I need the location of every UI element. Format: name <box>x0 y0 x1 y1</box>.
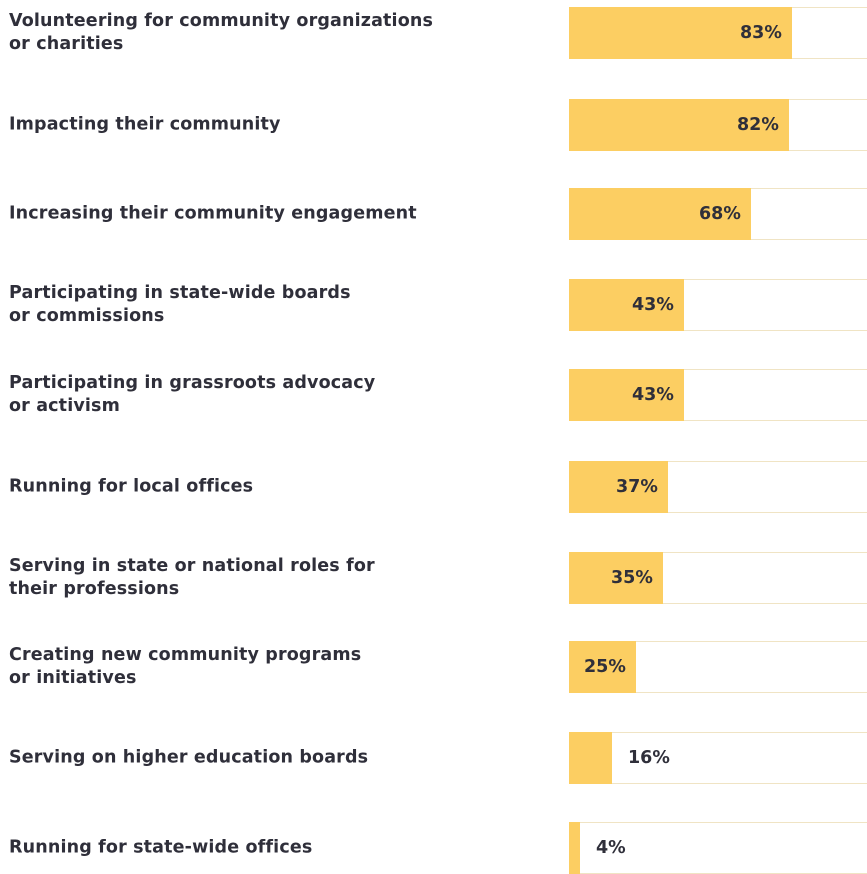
value-label: 16% <box>628 748 670 768</box>
bar <box>569 279 684 331</box>
category-label: Serving on higher education boards <box>9 747 369 768</box>
bar-row: Impacting their community 82% <box>0 99 867 151</box>
bar <box>569 822 580 874</box>
category-label: Serving in state or national roles for th… <box>9 556 375 599</box>
category-label: Creating new community programs or initia… <box>9 645 362 688</box>
value-label: 37% <box>616 477 658 497</box>
bar <box>569 99 789 151</box>
bar <box>569 552 663 604</box>
bar-row: Creating new community programs or initia… <box>0 641 867 693</box>
bar <box>569 7 792 59</box>
bar-row: Serving in state or national roles for th… <box>0 552 867 604</box>
bar-row: Participating in state-wide boards or com… <box>0 279 867 331</box>
bar <box>569 641 636 693</box>
bar-row: Running for local offices 37% <box>0 461 867 513</box>
value-label: 83% <box>740 23 782 43</box>
category-label: Volunteering for community organizations… <box>9 11 434 54</box>
bar-row: Participating in grassroots advocacy or a… <box>0 369 867 421</box>
bar <box>569 369 684 421</box>
bar-row: Serving on higher education boards 16% <box>0 732 867 784</box>
value-label: 25% <box>584 657 626 677</box>
category-label: Increasing their community engagement <box>9 203 417 224</box>
value-label: 35% <box>611 568 653 588</box>
category-label: Running for state-wide offices <box>9 837 313 858</box>
category-label: Running for local offices <box>9 476 254 497</box>
bar <box>569 732 612 784</box>
value-label: 43% <box>632 385 674 405</box>
category-label: Participating in state-wide boards or com… <box>9 283 351 326</box>
value-label: 82% <box>737 115 779 135</box>
value-label: 43% <box>632 295 674 315</box>
bar-row: Increasing their community engagement 68% <box>0 188 867 240</box>
value-label: 4% <box>596 838 626 858</box>
bar-row: Volunteering for community organizations… <box>0 7 867 59</box>
category-label: Impacting their community <box>9 114 281 135</box>
value-label: 68% <box>699 204 741 224</box>
category-label: Participating in grassroots advocacy or a… <box>9 373 376 416</box>
bar-track <box>569 822 867 874</box>
bar <box>569 188 751 240</box>
bar-track <box>569 732 867 784</box>
bar-row: Running for state-wide offices 4% <box>0 822 867 874</box>
bar <box>569 461 668 513</box>
